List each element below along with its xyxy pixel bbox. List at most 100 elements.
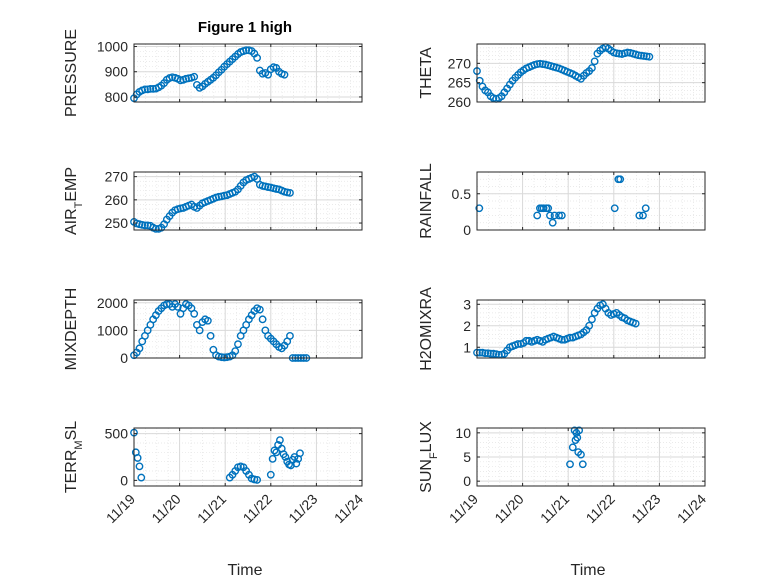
data-point	[253, 53, 262, 62]
data-point	[544, 204, 553, 213]
subplot-1: 800 900 1000 PRESSURE	[63, 29, 363, 117]
y-axis-label: SUNFLUX	[418, 421, 440, 493]
y-axis-label-part: EMP	[63, 167, 80, 202]
data-point	[292, 459, 301, 468]
data-point	[616, 175, 625, 184]
data-point	[578, 460, 587, 469]
x-axis-label-right: Time	[571, 562, 606, 579]
y-axis-label-subscript: F	[428, 452, 440, 459]
y-axis-label: MIXDEPTH	[63, 288, 80, 371]
data-point	[481, 349, 490, 358]
data-point	[566, 460, 574, 469]
y-axis-label-part: LUX	[418, 421, 435, 452]
subplot-3: 250 260 270 AIRTEMP	[63, 167, 363, 235]
data-point	[631, 319, 640, 328]
data-point	[276, 436, 284, 445]
y-axis-label-part: TERR	[63, 450, 80, 494]
data-point	[634, 51, 643, 60]
y-tick-label: 250	[105, 215, 129, 231]
y-axis-label-part: AIR	[63, 208, 80, 235]
y-tick-label: 10	[455, 425, 471, 441]
data-point	[190, 72, 199, 81]
data-points	[130, 428, 304, 484]
data-point	[557, 211, 566, 220]
y-tick-label: 1000	[97, 39, 128, 55]
y-axis-label-subscript: M	[73, 440, 85, 449]
data-points	[473, 43, 654, 103]
y-tick-label: 0	[120, 472, 128, 488]
axes-box	[476, 43, 706, 103]
data-point	[141, 85, 149, 94]
data-point	[557, 335, 566, 344]
data-point	[190, 309, 199, 318]
y-tick-label: 260	[448, 94, 472, 110]
data-point	[566, 333, 574, 342]
y-axis-label-part: SUN	[418, 459, 435, 493]
data-point	[146, 84, 155, 93]
data-point	[635, 211, 644, 220]
y-tick-label: 265	[448, 75, 472, 91]
data-point	[281, 453, 290, 461]
subplot-5: 0 1000 2000 MIXDEPTH	[63, 288, 363, 371]
y-tick-label: 0.5	[452, 186, 472, 202]
data-point	[585, 321, 594, 330]
axes-box	[133, 299, 363, 359]
y-axis-label: PRESSURE	[63, 29, 80, 117]
data-point	[538, 60, 547, 69]
y-tick-label: 1000	[97, 322, 128, 338]
y-axis-label-subscript: T	[73, 201, 85, 208]
data-point	[536, 59, 544, 68]
plot-area	[134, 300, 362, 358]
data-point	[555, 211, 563, 220]
data-point	[266, 470, 275, 479]
data-point	[135, 462, 144, 471]
data-point	[234, 340, 242, 349]
data-point	[280, 70, 289, 79]
subplot-4: 0 0.5 RAINFALL	[418, 163, 706, 239]
y-tick-label: 500	[105, 426, 129, 442]
y-axis-label: THETA	[418, 47, 435, 99]
y-tick-label: 0	[463, 473, 471, 489]
data-points	[473, 300, 640, 359]
axes-box	[133, 427, 363, 487]
data-point	[568, 443, 577, 452]
x-axis-label-left: Time	[228, 562, 263, 579]
axes-box	[133, 171, 363, 231]
data-point	[137, 473, 146, 482]
data-point	[255, 305, 264, 314]
data-point	[195, 326, 204, 335]
data-point	[475, 204, 484, 213]
data-point	[135, 344, 144, 353]
data-point	[268, 454, 277, 463]
y-tick-label: 3	[463, 296, 471, 312]
data-point	[270, 446, 279, 455]
data-point	[231, 347, 240, 355]
data-point	[258, 315, 267, 324]
data-point	[637, 51, 646, 60]
data-points	[475, 175, 650, 227]
y-axis-label: H2OMIXRA	[418, 287, 435, 371]
y-axis-label: AIRTEMP	[63, 167, 85, 235]
data-point	[151, 224, 160, 233]
y-tick-label: 2	[463, 318, 471, 334]
data-points	[130, 172, 294, 233]
data-point	[539, 204, 548, 213]
data-point	[612, 49, 621, 58]
data-point	[546, 211, 554, 220]
data-point	[623, 48, 632, 57]
data-point	[575, 426, 584, 435]
data-point	[220, 353, 229, 362]
data-point	[610, 204, 619, 213]
data-point	[514, 340, 522, 348]
data-point	[639, 211, 647, 220]
data-point	[286, 332, 294, 340]
y-axis-label-part: SL	[63, 421, 80, 441]
data-point	[588, 315, 596, 324]
subplot-6: 1 2 3 H2OMIXRA	[418, 287, 706, 371]
data-point	[577, 450, 585, 459]
data-point	[642, 52, 651, 61]
y-tick-label: 900	[105, 64, 129, 80]
data-point	[272, 448, 281, 457]
y-tick-label: 2000	[97, 295, 128, 311]
